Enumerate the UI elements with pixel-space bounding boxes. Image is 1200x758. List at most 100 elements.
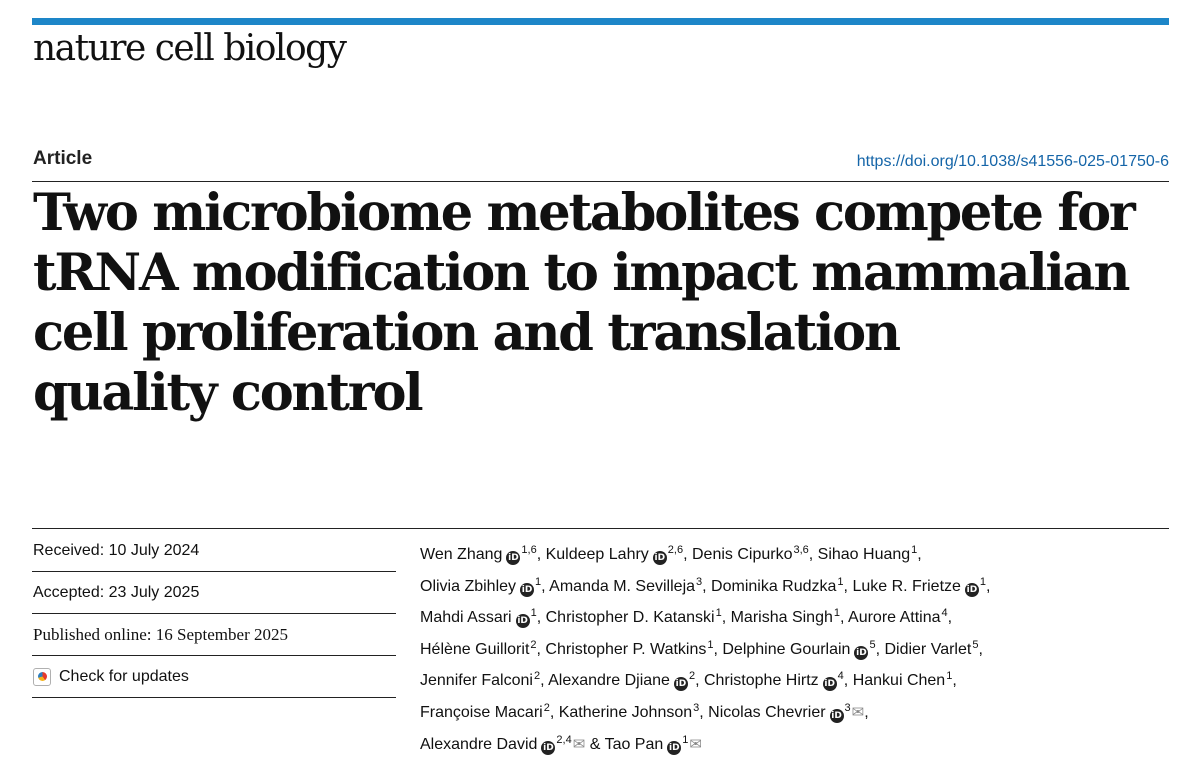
author-name[interactable]: Katherine Johnson: [558, 703, 693, 721]
envelope-icon[interactable]: ✉: [689, 735, 702, 753]
author-separator: ,: [536, 609, 546, 627]
title-line: cell proliferation and translation: [33, 303, 901, 363]
author-entry: Didier Varlet5: [884, 638, 979, 658]
author-affiliation: 2,6: [667, 544, 684, 556]
author-separator: ,: [536, 640, 546, 658]
author-name[interactable]: Hankui Chen: [852, 672, 946, 690]
author-separator: ,: [683, 546, 692, 563]
orcid-icon[interactable]: iD: [829, 708, 844, 723]
author-entry: Hankui Chen1: [852, 670, 953, 690]
meta-divider: [32, 528, 1169, 529]
author-separator: ,: [843, 577, 853, 595]
orcid-icon[interactable]: iD: [541, 740, 556, 755]
author-affiliation: 5: [972, 638, 979, 651]
author-name[interactable]: Sihao Huang: [817, 546, 911, 563]
author-name[interactable]: Christopher P. Watkins: [545, 640, 707, 658]
doi-link[interactable]: https://doi.org/10.1038/s41556-025-01750…: [856, 153, 1169, 170]
author-name[interactable]: Dominika Rudzka: [711, 577, 837, 595]
author-separator: ,: [843, 672, 853, 690]
author-entry: Tao Pan iD1✉: [604, 733, 702, 755]
author-separator: &: [585, 735, 605, 753]
author-name[interactable]: Didier Varlet: [884, 640, 972, 658]
author-separator: ,: [540, 672, 549, 690]
author-entry: Delphine Gourlain iD5: [722, 639, 876, 660]
author-entry: Olivia Zbihley iD1: [420, 576, 541, 597]
author-entry: Alexandre David iD2,4✉: [420, 734, 586, 755]
author-entry: Françoise Macari2: [420, 702, 550, 721]
author-affiliation: 2: [688, 670, 696, 683]
envelope-icon[interactable]: ✉: [572, 735, 586, 753]
author-affiliation: 1: [682, 733, 689, 746]
author-separator: ,: [699, 703, 709, 721]
author-name[interactable]: Hélène Guillorit: [420, 640, 530, 658]
author-entry: Amanda M. Sevilleja3: [549, 575, 703, 595]
author-entry: Christopher P. Watkins1: [545, 638, 714, 658]
author-entry: Alexandre Djiane iD2: [548, 670, 696, 692]
author-name[interactable]: Luke R. Frietze: [852, 577, 961, 595]
orcid-icon[interactable]: iD: [667, 740, 682, 755]
author-name[interactable]: Aurore Attina: [848, 609, 941, 627]
author-list: Wen Zhang iD1,6, Kuldeep Lahry iD2,6, Deni…: [420, 537, 1170, 758]
author-separator: ,: [986, 577, 991, 595]
author-name[interactable]: Jennifer Falconi: [420, 672, 533, 690]
author-name[interactable]: Amanda M. Sevilleja: [549, 577, 696, 595]
article-type: Article: [33, 148, 93, 169]
header-divider: [32, 181, 1169, 182]
author-entry: Wen Zhang iD1,6: [420, 544, 537, 565]
author-name[interactable]: Kuldeep Lahry: [545, 546, 649, 563]
orcid-icon[interactable]: iD: [854, 645, 869, 660]
orcid-icon[interactable]: iD: [964, 582, 979, 597]
check-for-updates-icon: [33, 667, 51, 686]
envelope-icon[interactable]: ✉: [851, 703, 865, 721]
orcid-icon[interactable]: iD: [652, 551, 667, 565]
author-name[interactable]: Françoise Macari: [420, 703, 543, 721]
orcid-icon[interactable]: iD: [515, 614, 530, 629]
author-name[interactable]: Nicolas Chevrier: [708, 703, 826, 721]
article-title: Two microbiome metabolites compete for t…: [33, 183, 1153, 423]
orcid-icon[interactable]: iD: [520, 582, 535, 597]
journal-logo[interactable]: nature cell biology: [33, 28, 347, 69]
author-affiliation: 1: [911, 544, 918, 556]
author-name[interactable]: Christopher D. Katanski: [545, 609, 715, 627]
author-separator: ,: [864, 703, 869, 721]
author-entry: Sihao Huang1: [817, 544, 918, 563]
author-entry: Hélène Guillorit2: [420, 639, 537, 658]
author-affiliation: 1: [715, 607, 722, 620]
author-name[interactable]: Alexandre Djiane: [548, 672, 670, 690]
author-separator: ,: [695, 672, 704, 690]
author-separator: ,: [808, 546, 818, 563]
author-entry: Christophe Hirtz iD4: [703, 670, 844, 692]
author-name[interactable]: Olivia Zbihley: [420, 577, 517, 595]
author-entry: Katherine Johnson3: [558, 702, 700, 721]
author-separator: ,: [549, 703, 559, 721]
author-name[interactable]: Alexandre David: [420, 735, 538, 753]
author-name[interactable]: Delphine Gourlain: [722, 640, 851, 658]
author-entry: Luke R. Frietze iD1: [852, 576, 986, 597]
author-affiliation: 1,6: [521, 544, 537, 556]
orcid-icon[interactable]: iD: [822, 677, 837, 692]
author-entry: Kuldeep Lahry iD2,6: [545, 544, 684, 565]
author-name[interactable]: Wen Zhang: [420, 546, 503, 563]
author-entry: Dominika Rudzka1: [711, 576, 844, 595]
received-date: Received: 10 July 2024: [32, 530, 396, 572]
author-name[interactable]: Marisha Singh: [730, 609, 833, 627]
author-affiliation: 1: [707, 638, 714, 651]
author-name[interactable]: Christophe Hirtz: [703, 672, 819, 690]
author-name[interactable]: Mahdi Assari: [420, 609, 512, 627]
author-affiliation: 3: [696, 575, 703, 588]
author-name[interactable]: Tao Pan: [604, 735, 664, 753]
check-for-updates-button[interactable]: Check for updates: [32, 656, 396, 698]
orcid-icon[interactable]: iD: [506, 551, 521, 565]
author-entry: Aurore Attina4: [848, 607, 948, 627]
author-separator: ,: [952, 672, 957, 690]
author-separator: ,: [917, 546, 922, 563]
author-separator: ,: [721, 609, 731, 627]
author-separator: ,: [713, 640, 723, 658]
title-line: quality control: [33, 363, 424, 423]
author-affiliation: 4: [837, 670, 844, 683]
author-entry: Jennifer Falconi2: [420, 670, 540, 690]
author-separator: ,: [840, 609, 849, 627]
orcid-icon[interactable]: iD: [673, 677, 688, 692]
author-name[interactable]: Denis Cipurko: [691, 546, 793, 563]
author-entry: Nicolas Chevrier iD3✉: [708, 702, 865, 723]
